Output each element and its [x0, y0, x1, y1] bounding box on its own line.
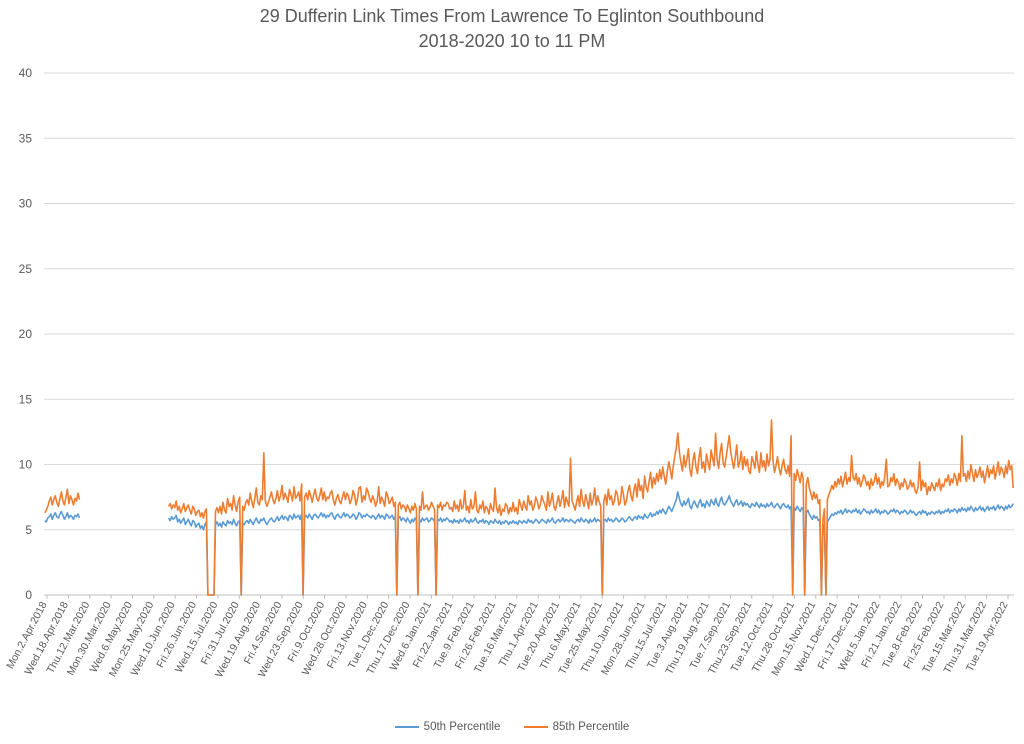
legend-item-85th: 85th Percentile	[523, 721, 630, 733]
gridlines	[44, 72, 1014, 596]
y-tick-label: 30	[19, 197, 33, 211]
legend-label-50th: 50th Percentile	[423, 721, 501, 733]
legend: 50th Percentile 85th Percentile	[0, 719, 1024, 733]
y-axis: 0 5 10 15 20 25 30 35 40	[19, 66, 33, 602]
legend-swatch-85th	[523, 726, 548, 728]
series-line-50th-percentile	[44, 491, 1014, 596]
legend-label-85th: 85th Percentile	[552, 721, 630, 733]
y-tick-label: 15	[19, 392, 33, 406]
series-line-85th-percentile	[44, 419, 1014, 596]
legend-item-50th: 50th Percentile	[394, 721, 501, 733]
series-lines	[44, 419, 1014, 596]
y-tick-label: 40	[19, 66, 33, 80]
y-tick-label: 25	[19, 262, 33, 276]
y-tick-label: 10	[19, 458, 33, 472]
y-tick-label: 35	[19, 131, 33, 145]
chart-subtitle: 2018-2020 10 to 11 PM	[418, 31, 606, 51]
chart-title: 29 Dufferin Link Times From Lawrence To …	[259, 6, 765, 26]
y-tick-label: 5	[25, 523, 32, 537]
y-tick-label: 20	[19, 327, 33, 341]
y-tick-label: 0	[25, 588, 32, 602]
x-axis: Mon.2.Apr.2018Wed.18.Apr.2018Thu.12.Mar.…	[4, 595, 1011, 679]
legend-swatch-50th	[394, 726, 419, 728]
